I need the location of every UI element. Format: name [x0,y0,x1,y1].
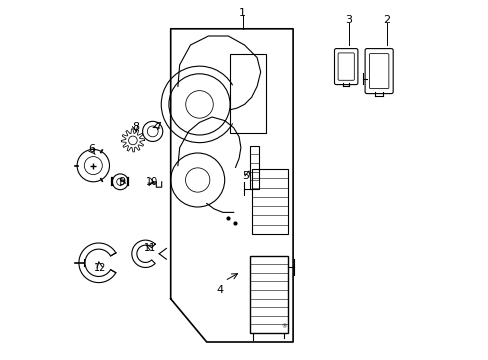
Bar [249,256,287,333]
Text: 6: 6 [88,144,95,154]
Text: 2: 2 [383,15,389,25]
Text: 10: 10 [145,177,158,187]
Text: 4: 4 [216,285,223,295]
Text: 5: 5 [241,171,248,181]
Text: 9: 9 [118,177,125,187]
Bar [230,54,265,133]
Text: 11: 11 [143,243,156,253]
Bar [249,146,258,189]
Text: 3: 3 [345,15,352,25]
Text: 1: 1 [239,8,245,18]
Bar [251,169,287,234]
Text: ®: ® [281,324,286,329]
Text: 7: 7 [154,122,161,132]
Text: 8: 8 [132,122,139,132]
Text: 12: 12 [93,263,106,273]
